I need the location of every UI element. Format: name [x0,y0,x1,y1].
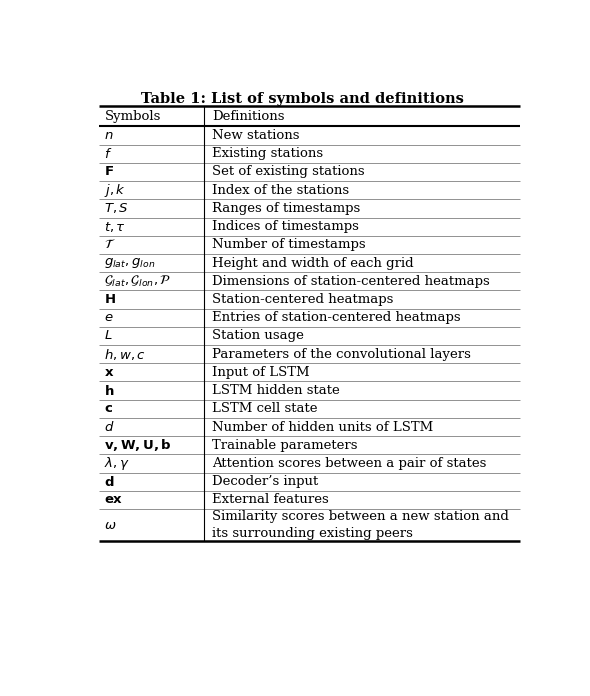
Text: Decoder’s input: Decoder’s input [212,475,319,488]
Text: Input of LSTM: Input of LSTM [212,366,310,379]
Text: Definitions: Definitions [212,110,285,122]
Text: $\mathcal{T}$: $\mathcal{T}$ [104,238,116,251]
Text: $n$: $n$ [104,129,114,142]
Text: $\mathbf{ex}$: $\mathbf{ex}$ [104,493,124,507]
Text: $\mathbf{d}$: $\mathbf{d}$ [104,475,115,489]
Text: Station-centered heatmaps: Station-centered heatmaps [212,293,394,306]
Text: LSTM hidden state: LSTM hidden state [212,384,340,397]
Text: $\mathbf{F}$: $\mathbf{F}$ [104,166,114,178]
Text: Height and width of each grid: Height and width of each grid [212,257,414,269]
Text: Number of hidden units of LSTM: Number of hidden units of LSTM [212,420,434,434]
Text: $d$: $d$ [104,420,115,434]
Text: $\mathbf{h}$: $\mathbf{h}$ [104,383,115,397]
Text: $\omega$: $\omega$ [104,519,117,532]
Text: Indices of timestamps: Indices of timestamps [212,220,359,233]
Text: $\mathbf{c}$: $\mathbf{c}$ [104,402,113,416]
Text: Parameters of the convolutional layers: Parameters of the convolutional layers [212,348,471,361]
Text: Attention scores between a pair of states: Attention scores between a pair of state… [212,457,487,470]
Text: $\mathbf{H}$: $\mathbf{H}$ [104,293,116,306]
Text: Trainable parameters: Trainable parameters [212,438,358,452]
Text: $g_{lat}, g_{lon}$: $g_{lat}, g_{lon}$ [104,256,156,270]
Text: Ranges of timestamps: Ranges of timestamps [212,202,360,215]
Text: $j, k$: $j, k$ [104,182,126,198]
Text: $t, \tau$: $t, \tau$ [104,220,126,234]
Text: Station usage: Station usage [212,329,304,342]
Text: Number of timestamps: Number of timestamps [212,238,366,251]
Text: Set of existing stations: Set of existing stations [212,166,365,178]
Text: External features: External features [212,493,329,507]
Text: Similarity scores between a new station and
its surrounding existing peers: Similarity scores between a new station … [212,510,509,540]
Text: New stations: New stations [212,129,300,142]
Text: Dimensions of station-centered heatmaps: Dimensions of station-centered heatmaps [212,275,490,287]
Text: Symbols: Symbols [104,110,160,122]
Text: LSTM cell state: LSTM cell state [212,402,318,416]
Text: Existing stations: Existing stations [212,148,323,160]
Text: $\mathcal{G}_{lat}, \mathcal{G}_{lon}, \mathcal{P}$: $\mathcal{G}_{lat}, \mathcal{G}_{lon}, \… [104,274,172,289]
Text: $\mathbf{v, W, U, b}$: $\mathbf{v, W, U, b}$ [104,437,172,453]
Text: $e$: $e$ [104,311,114,324]
Text: Table 1: List of symbols and definitions: Table 1: List of symbols and definitions [141,92,464,106]
Text: $T, S$: $T, S$ [104,201,129,215]
Text: Index of the stations: Index of the stations [212,184,349,197]
Text: $L$: $L$ [104,329,113,342]
Text: $\lambda, \gamma$: $\lambda, \gamma$ [104,455,130,472]
Text: $h, w, c$: $h, w, c$ [104,347,146,362]
Text: Entries of station-centered heatmaps: Entries of station-centered heatmaps [212,311,461,324]
Text: $f$: $f$ [104,147,113,161]
Text: $\mathbf{x}$: $\mathbf{x}$ [104,366,114,379]
